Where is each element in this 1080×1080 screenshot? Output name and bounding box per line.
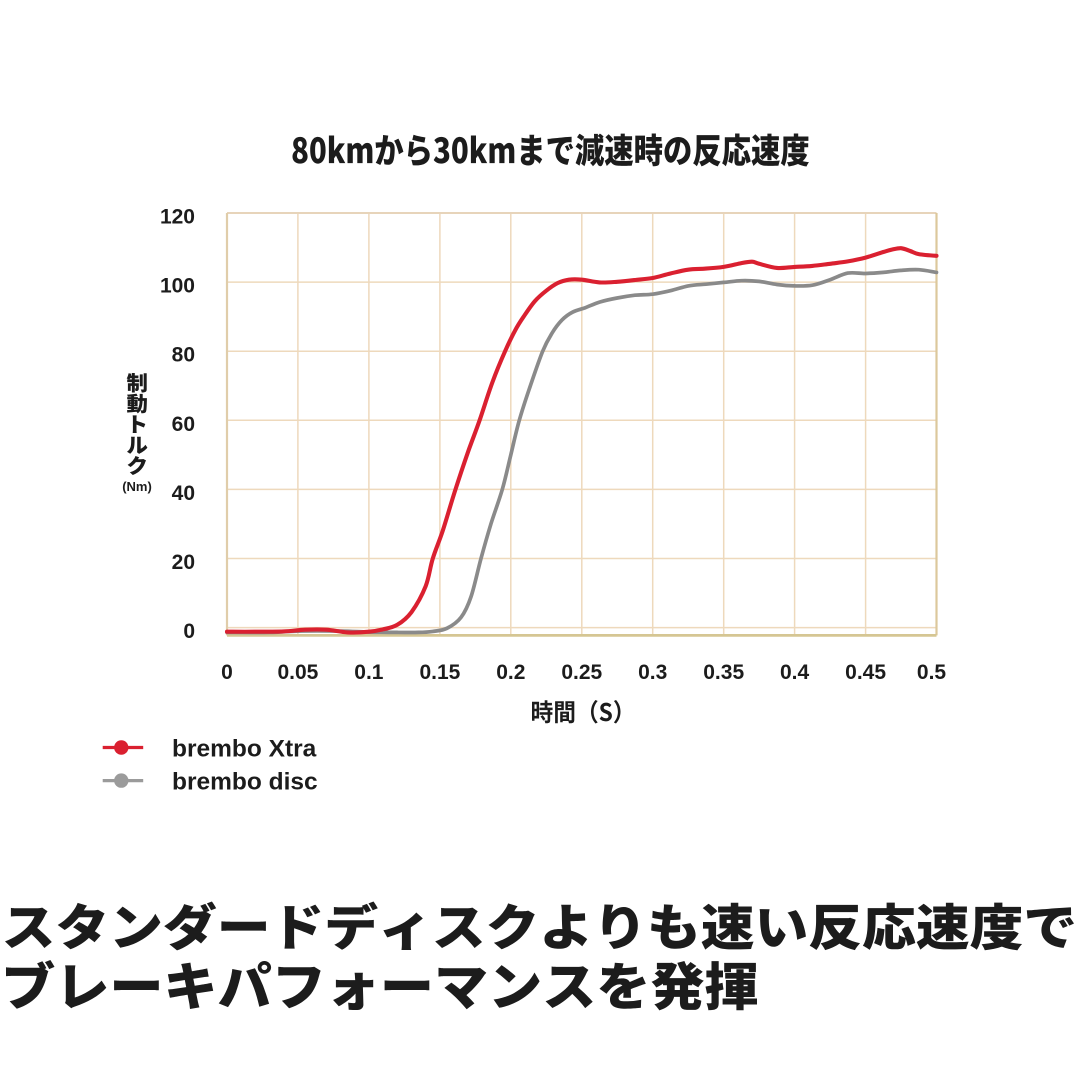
svg-text:brembo disc: brembo disc [172, 769, 318, 796]
svg-text:0.5: 0.5 [917, 661, 947, 684]
svg-text:60: 60 [172, 413, 195, 436]
svg-text:0.35: 0.35 [703, 661, 744, 684]
svg-text:20: 20 [172, 551, 195, 574]
svg-text:0.25: 0.25 [561, 661, 602, 684]
svg-text:100: 100 [160, 275, 195, 298]
svg-text:(Nm): (Nm) [122, 479, 152, 494]
svg-text:0.15: 0.15 [419, 661, 460, 684]
svg-text:0.1: 0.1 [354, 661, 384, 684]
svg-text:0.05: 0.05 [277, 661, 318, 684]
svg-text:0.2: 0.2 [496, 661, 525, 684]
svg-text:40: 40 [172, 482, 195, 505]
svg-text:0.4: 0.4 [780, 661, 810, 684]
svg-text:0.3: 0.3 [638, 661, 667, 684]
svg-text:0: 0 [221, 661, 233, 684]
svg-text:brembo Xtra: brembo Xtra [172, 736, 317, 763]
svg-text:80: 80 [172, 344, 195, 367]
svg-text:120: 120 [160, 206, 195, 229]
svg-text:0: 0 [183, 620, 195, 643]
svg-text:0.45: 0.45 [845, 661, 886, 684]
